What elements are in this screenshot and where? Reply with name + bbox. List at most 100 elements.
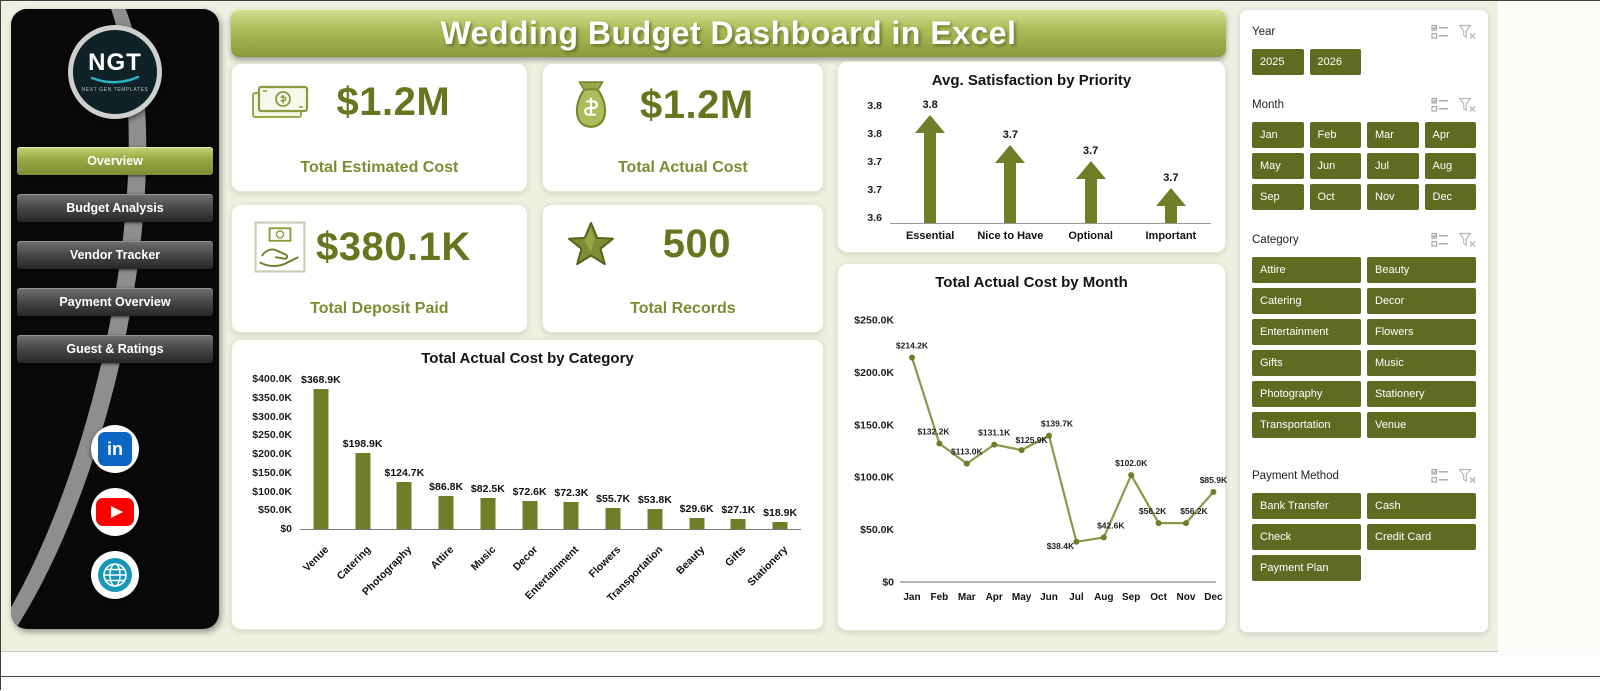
slicer-button-sep[interactable]: Sep <box>1252 184 1304 210</box>
y-tick-label: $100.0K <box>252 485 292 498</box>
clear-filter-icon[interactable] <box>1458 24 1476 40</box>
data-point <box>963 460 970 467</box>
sidebar-item-budget-analysis[interactable]: Budget Analysis <box>17 194 213 222</box>
slicer-button-stationery[interactable]: Stationery <box>1367 381 1476 407</box>
x-tick-label: Venue <box>300 543 332 575</box>
slicer-month: Month Jan Feb Mar Apr May Jun Jul Aug Sep Oct Nov De… <box>1252 97 1476 210</box>
slicer-header-icons <box>1431 232 1476 248</box>
satisfaction-arrow-chart: 3.8 3.8 3.7 3.7 3.6 3.8 3.7 3.7 3.7 Essential Ni… <box>846 92 1217 248</box>
youtube-icon[interactable] <box>91 488 139 536</box>
slicer-button-2025[interactable]: 2025 <box>1252 49 1304 75</box>
y-tick-label: $0 <box>882 577 894 589</box>
clear-filter-icon[interactable] <box>1458 468 1476 484</box>
slicer-button-catering[interactable]: Catering <box>1252 288 1361 314</box>
bar-value-label: $198.9K <box>342 438 383 450</box>
category-bar <box>605 508 621 529</box>
multi-select-icon[interactable] <box>1431 232 1449 248</box>
kpi-grid: $1.2M Total Estimated Cost $1.2M Total Actu… <box>231 63 824 333</box>
slicer-button-cash[interactable]: Cash <box>1367 493 1476 519</box>
kpi-label: Total Records <box>630 300 736 317</box>
slicer-title: Category <box>1252 234 1299 246</box>
sidebar-item-guest-ratings[interactable]: Guest & Ratings <box>17 335 213 363</box>
slicer-button-gifts[interactable]: Gifts <box>1252 350 1361 376</box>
slicer-button-decor[interactable]: Decor <box>1367 288 1476 314</box>
slicer-button-aug[interactable]: Aug <box>1424 153 1476 179</box>
slicer-button-feb[interactable]: Feb <box>1309 122 1361 148</box>
multi-select-icon[interactable] <box>1431 24 1449 40</box>
point-value-label: $113.0K <box>951 447 984 457</box>
x-tick-label: Jan <box>903 592 920 603</box>
slicer-button-may[interactable]: May <box>1252 153 1304 179</box>
slicer-button-venue[interactable]: Venue <box>1367 412 1476 438</box>
y-axis-labels: 3.8 3.8 3.7 3.7 3.6 <box>846 100 882 224</box>
slicer-button-credit-card[interactable]: Credit Card <box>1367 524 1476 550</box>
kpi-label: Total Actual Cost <box>617 159 748 176</box>
kpi-top-row: $1.2M <box>555 80 811 130</box>
sidebar-item-vendor-tracker[interactable]: Vendor Tracker <box>17 241 213 269</box>
data-point <box>1210 489 1217 495</box>
bar-value-label: $124.7K <box>384 467 425 479</box>
linkedin-icon[interactable]: in <box>91 425 139 473</box>
bar-column: $27.1K <box>718 378 760 529</box>
clear-filter-icon[interactable] <box>1458 232 1476 248</box>
bar-value-label: $27.1K <box>721 504 756 516</box>
sidebar-item-payment-overview[interactable]: Payment Overview <box>17 288 213 316</box>
data-point <box>1100 534 1107 541</box>
slicer-button-jan[interactable]: Jan <box>1252 122 1304 148</box>
slicer-button-payment-plan[interactable]: Payment Plan <box>1252 555 1361 581</box>
title-banner: Wedding Budget Dashboard in Excel <box>231 9 1226 57</box>
kpi-card-total-estimated-cost: $1.2M Total Estimated Cost <box>231 63 528 192</box>
slicer-button-nov[interactable]: Nov <box>1367 184 1419 210</box>
kpi-value: $380.1K <box>316 224 471 269</box>
slicer-button-beauty[interactable]: Beauty <box>1367 257 1476 283</box>
slicer-button-apr[interactable]: Apr <box>1424 122 1476 148</box>
arrow-value-label: 3.7 <box>1163 172 1179 184</box>
category-bar <box>772 522 788 529</box>
category-bar <box>355 453 371 529</box>
x-tick-label: May <box>1012 592 1032 603</box>
multi-select-icon[interactable] <box>1431 97 1449 113</box>
globe-icon[interactable] <box>91 551 139 599</box>
clear-filter-icon[interactable] <box>1458 97 1476 113</box>
arrow-value-label: 3.8 <box>922 99 938 111</box>
slicer-button-jul[interactable]: Jul <box>1367 153 1419 179</box>
bar-value-label: $72.6K <box>512 486 547 498</box>
dashboard-background: NGT NEXT GEN TEMPLATES Overview Budget An… <box>1 1 1600 652</box>
category-bar-chart: $400.0K $350.0K $300.0K $250.0K $200.0K $150.… <box>244 373 811 623</box>
slicer-header: Month <box>1252 97 1476 113</box>
bar-value-label: $368.9K <box>301 374 341 386</box>
right-margin <box>1498 1 1600 652</box>
slicer-button-check[interactable]: Check <box>1252 524 1361 550</box>
x-tick-label: Apr <box>986 592 1003 603</box>
slicer-button-entertainment[interactable]: Entertainment <box>1252 319 1361 345</box>
page-title: Wedding Budget Dashboard in Excel <box>440 14 1017 51</box>
star-icon <box>555 221 627 267</box>
slicer-button-2026[interactable]: 2026 <box>1309 49 1361 75</box>
slicer-button-grid: 2025 2026 <box>1252 49 1476 75</box>
multi-select-icon[interactable] <box>1431 468 1449 484</box>
slicer-button-jun[interactable]: Jun <box>1309 153 1361 179</box>
x-tick-label: Optional <box>1068 230 1113 242</box>
slicer-button-music[interactable]: Music <box>1367 350 1476 376</box>
slicer-button-transportation[interactable]: Transportation <box>1252 412 1361 438</box>
slicer-button-mar[interactable]: Mar <box>1367 122 1419 148</box>
slicer-button-grid: Attire Beauty Catering Decor Entertainment Fl… <box>1252 257 1476 438</box>
category-bar <box>522 501 538 529</box>
slicer-button-attire[interactable]: Attire <box>1252 257 1361 283</box>
sidebar-item-overview[interactable]: Overview <box>17 147 213 175</box>
kpi-label: Total Deposit Paid <box>310 300 449 317</box>
slicer-button-bank-transfer[interactable]: Bank Transfer <box>1252 493 1361 519</box>
x-tick-label: Music <box>468 543 499 574</box>
slicer-button-dec[interactable]: Dec <box>1424 184 1476 210</box>
kpi-value: $1.2M <box>640 82 754 127</box>
y-tick-label: 3.7 <box>867 156 882 168</box>
slicer-button-flowers[interactable]: Flowers <box>1367 319 1476 345</box>
slicer-button-photography[interactable]: Photography <box>1252 381 1361 407</box>
y-tick-label: 3.8 <box>867 100 882 112</box>
data-point <box>1046 432 1052 439</box>
bar-column: $72.3K <box>551 378 593 529</box>
logo-swoosh-icon <box>90 75 140 84</box>
arrow-body <box>924 133 937 223</box>
slicer-year: Year 2025 2026 <box>1252 24 1476 75</box>
slicer-button-oct[interactable]: Oct <box>1309 184 1361 210</box>
